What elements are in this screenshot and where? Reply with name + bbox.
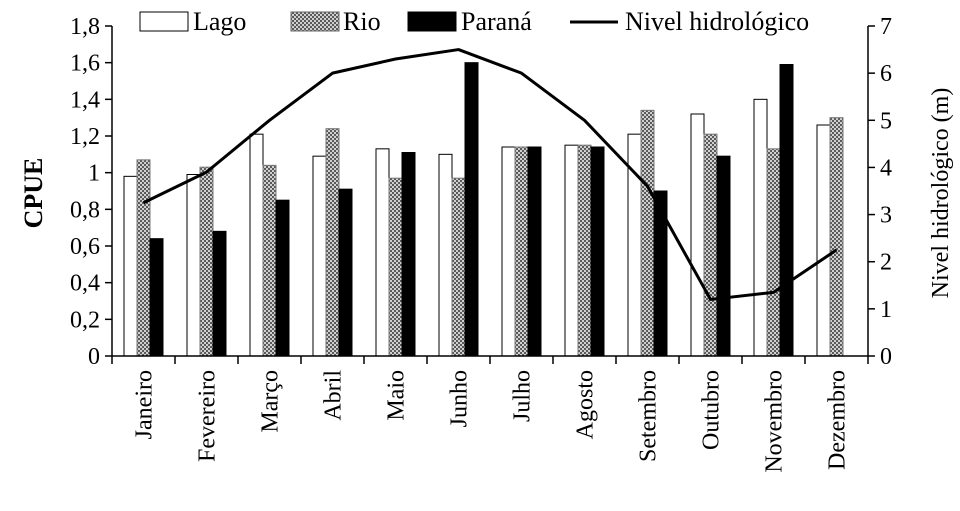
x-tick-label: Março — [258, 370, 284, 433]
x-tick-label: Janeiro — [132, 370, 158, 439]
bar-rio-10 — [703, 133, 718, 357]
bar-lago-11 — [753, 98, 768, 357]
y-tick-label-left: 1,4 — [70, 87, 100, 113]
legend-swatch-lago — [139, 11, 189, 32]
legend-swatch-parana — [407, 11, 457, 32]
y-tick-label-left: 1,6 — [70, 51, 100, 77]
y-tick-label-left: 0,6 — [70, 234, 100, 260]
bar-rio-4 — [325, 128, 340, 357]
bar-lago-6 — [438, 153, 453, 357]
x-tick-label: Junho — [447, 370, 473, 427]
bar-rio-1 — [136, 159, 151, 357]
bar-rio-11 — [766, 148, 781, 357]
line-nivel-hidrologico — [142, 48, 838, 301]
axes — [111, 26, 869, 364]
y-ticks-left: 0 0,2 0,4 0,6 0,8 1 1,2 1,4 1,6 1,8 — [70, 14, 112, 370]
legend-label-nivel: Nivel hidrológico — [625, 7, 809, 36]
bar-rio-9 — [640, 109, 655, 357]
bar-paran-10 — [716, 155, 731, 357]
legend-swatch-rio — [290, 11, 340, 32]
y-tick-label-right: 3 — [880, 203, 892, 229]
bar-lago-8 — [564, 144, 579, 357]
y-tick-label-left: 1,8 — [70, 14, 100, 40]
y-tick-label-left: 1,2 — [70, 124, 100, 150]
y-axis-label-left: CPUE — [19, 158, 48, 229]
x-tick-label: Setembro — [636, 370, 662, 462]
y-tick-label-right: 1 — [880, 297, 892, 323]
line-layer — [142, 48, 838, 301]
bar-lago-2 — [186, 174, 201, 357]
y-tick-label-left: 1 — [88, 161, 100, 187]
bar-lago-1 — [123, 175, 138, 357]
bar-lago-5 — [375, 148, 390, 357]
x-tick-label: Novembro — [762, 370, 788, 473]
bar-paran-11 — [779, 64, 794, 357]
bar-lago-4 — [312, 155, 327, 357]
bar-lago-3 — [249, 133, 264, 357]
x-tick-label: Julho — [510, 370, 536, 422]
bar-paran-5 — [401, 152, 416, 357]
y-ticks-right: 0 1 2 3 4 5 6 7 — [868, 14, 892, 370]
bar-paran-3 — [275, 199, 290, 357]
y-tick-label-right: 0 — [880, 344, 892, 370]
bar-paran-2 — [212, 230, 227, 357]
x-tick-label: Dezembro — [825, 370, 851, 470]
bar-rio-3 — [262, 164, 277, 357]
x-tick-label: Abril — [321, 370, 347, 421]
bar-lago-7 — [501, 146, 516, 357]
bar-paran-8 — [590, 146, 605, 357]
bar-rio-8 — [577, 144, 592, 357]
bars — [123, 62, 844, 357]
bar-lago-12 — [816, 124, 831, 357]
bar-rio-12 — [829, 117, 844, 357]
y-tick-label-right: 6 — [880, 61, 892, 87]
bar-paran-1 — [149, 238, 164, 357]
legend-label-rio: Rio — [343, 7, 381, 36]
x-tick-label: Maio — [384, 370, 410, 421]
x-tick-labels: Janeiro Fevereiro Março Abril Maio Junho Julho… — [132, 370, 851, 473]
y-tick-label-right: 2 — [880, 250, 892, 276]
bar-lago-10 — [690, 113, 705, 357]
y-tick-label-right: 5 — [880, 108, 892, 134]
x-tick-label: Agosto — [573, 370, 599, 439]
bar-rio-5 — [388, 177, 403, 357]
legend: Lago Rio Paraná Nivel hidrológico — [139, 7, 809, 36]
bar-paran-4 — [338, 188, 353, 357]
legend-label-lago: Lago — [193, 7, 246, 36]
y-tick-label-left: 0,8 — [70, 197, 100, 223]
y-tick-label-right: 4 — [880, 155, 892, 181]
bar-rio-2 — [199, 166, 214, 357]
x-tick-label: Fevereiro — [195, 370, 221, 462]
bar-paran-6 — [464, 62, 479, 357]
y-tick-label-left: 0 — [88, 344, 100, 370]
y-axis-label-right: Nivel hidrológico (m) — [928, 88, 954, 299]
bar-paran-7 — [527, 146, 542, 357]
y-tick-label-right: 7 — [880, 14, 892, 40]
y-tick-label-left: 0,2 — [70, 307, 100, 333]
bar-rio-7 — [514, 146, 529, 357]
x-tick-label: Outubro — [699, 370, 725, 450]
y-tick-label-left: 0,4 — [70, 271, 100, 297]
bar-rio-6 — [451, 177, 466, 357]
legend-label-parana: Paraná — [461, 7, 532, 36]
